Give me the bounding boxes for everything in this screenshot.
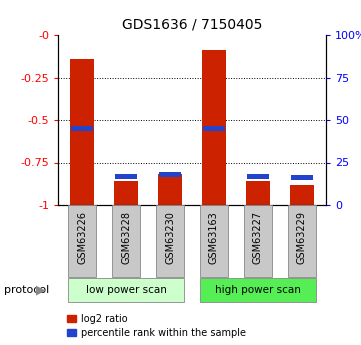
Text: high power scan: high power scan — [215, 285, 301, 295]
Bar — [68, 205, 96, 277]
Text: GSM63227: GSM63227 — [253, 211, 263, 264]
Bar — [70, 59, 94, 205]
Text: ▶: ▶ — [36, 284, 46, 296]
Bar — [203, 126, 225, 131]
Bar — [200, 205, 228, 277]
Bar — [115, 174, 137, 179]
Title: GDS1636 / 7150405: GDS1636 / 7150405 — [122, 17, 262, 31]
Text: GSM63229: GSM63229 — [297, 211, 307, 264]
Text: GSM63230: GSM63230 — [165, 211, 175, 264]
Bar — [291, 175, 313, 180]
Text: GSM63226: GSM63226 — [77, 211, 87, 264]
Bar — [158, 175, 182, 205]
Text: low power scan: low power scan — [86, 285, 166, 295]
Bar — [290, 185, 314, 205]
Bar — [200, 277, 316, 303]
Bar — [288, 205, 316, 277]
Bar — [159, 172, 181, 177]
Bar — [156, 205, 184, 277]
Bar — [114, 181, 138, 205]
Bar — [71, 126, 93, 131]
Bar — [68, 277, 184, 303]
Bar — [247, 174, 269, 179]
Bar — [112, 205, 140, 277]
Text: protocol: protocol — [4, 285, 52, 295]
Legend: log2 ratio, percentile rank within the sample: log2 ratio, percentile rank within the s… — [63, 310, 250, 342]
Bar — [246, 181, 270, 205]
Bar — [202, 50, 226, 205]
Text: GSM63228: GSM63228 — [121, 211, 131, 264]
Text: GSM63163: GSM63163 — [209, 211, 219, 264]
Bar — [244, 205, 272, 277]
